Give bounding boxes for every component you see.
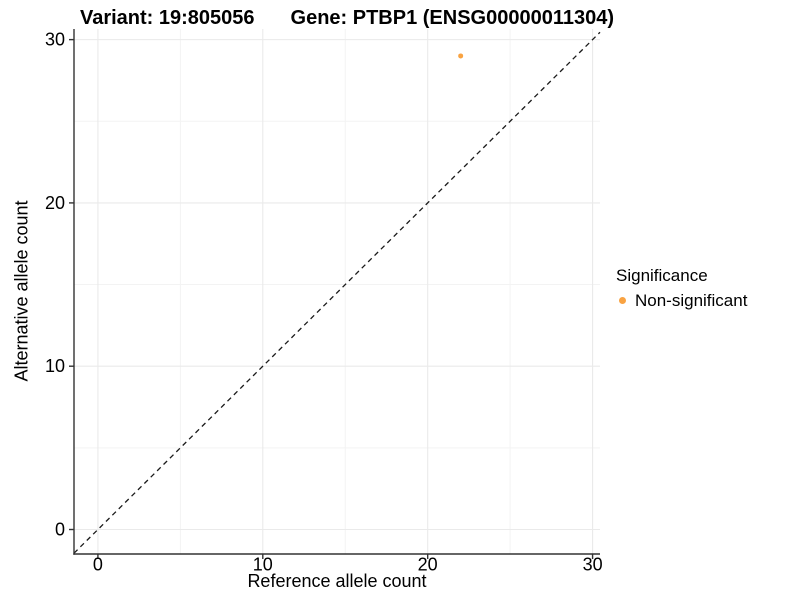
y-tick-label: 10 [45, 356, 65, 376]
x-tick-label: 20 [418, 555, 438, 575]
legend-item-non-significant: Non-significant [616, 290, 747, 311]
legend-item-label: Non-significant [635, 290, 748, 310]
x-tick-label: 30 [583, 555, 603, 575]
panel-background [74, 29, 600, 554]
y-tick-label: 0 [55, 520, 65, 540]
x-tick-label: 10 [253, 555, 273, 575]
plot-title-variant: Variant: 19:805056 [79, 7, 255, 29]
plot-title-gene: Gene: PTBP1 (ENSG00000011304) [290, 7, 615, 29]
legend: Significance Non-significant [616, 266, 747, 311]
plot-title: Variant: 19:805056 Gene: PTBP1 (ENSG0000… [0, 7, 694, 30]
y-tick-label: 20 [45, 193, 65, 213]
y-axis-title: Alternative allele count [11, 200, 32, 382]
x-axis-title: Reference allele count [247, 571, 427, 591]
identity-reference-line [73, 31, 601, 554]
y-tick-label: 30 [45, 30, 65, 50]
x-tick-label: 0 [93, 555, 103, 575]
legend-title: Significance [616, 266, 708, 285]
legend-point-icon [619, 297, 626, 304]
data-point [458, 53, 464, 59]
